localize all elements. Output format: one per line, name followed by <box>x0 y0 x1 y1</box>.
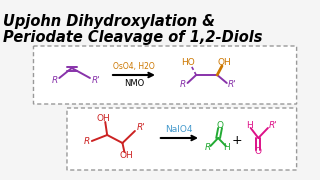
Text: R: R <box>204 143 211 152</box>
Text: R': R' <box>91 75 100 84</box>
Text: NaIO4: NaIO4 <box>165 125 193 134</box>
Text: H: H <box>223 143 230 152</box>
Text: OH: OH <box>119 152 133 161</box>
Text: Upjohn Dihydroxylation &: Upjohn Dihydroxylation & <box>3 14 215 29</box>
Text: R: R <box>180 80 186 89</box>
Text: NMO: NMO <box>124 78 144 87</box>
FancyBboxPatch shape <box>34 46 297 104</box>
Text: O: O <box>255 147 262 156</box>
Text: OH: OH <box>218 57 232 66</box>
Text: R: R <box>52 75 58 84</box>
Text: +: + <box>232 134 243 147</box>
Text: OsO4, H2O: OsO4, H2O <box>113 62 155 71</box>
Text: R': R' <box>268 122 277 130</box>
Text: OH: OH <box>96 114 110 123</box>
Text: H: H <box>246 122 253 130</box>
Text: R': R' <box>228 80 237 89</box>
FancyBboxPatch shape <box>67 108 297 170</box>
Text: O: O <box>217 122 224 130</box>
Text: R: R <box>84 138 90 147</box>
Text: HO: HO <box>181 57 195 66</box>
Text: Periodate Cleavage of 1,2-Diols: Periodate Cleavage of 1,2-Diols <box>3 30 262 45</box>
Text: R': R' <box>137 123 146 132</box>
